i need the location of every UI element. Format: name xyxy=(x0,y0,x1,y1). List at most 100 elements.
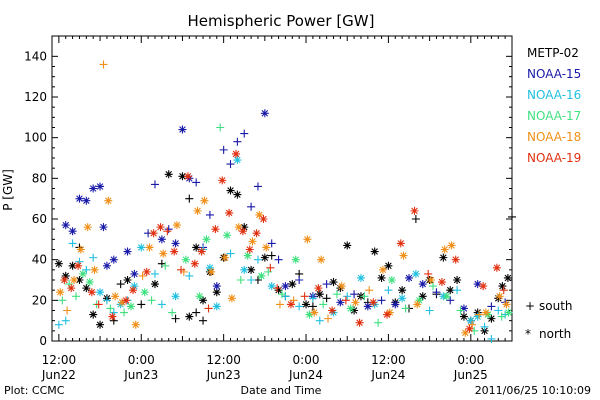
north-point xyxy=(337,282,346,291)
north-point xyxy=(336,298,345,307)
north-point xyxy=(305,310,314,319)
north-point xyxy=(223,231,232,240)
north-point xyxy=(259,215,268,223)
south-point xyxy=(253,255,262,264)
south-point xyxy=(267,251,276,260)
south-point xyxy=(499,286,508,295)
north-point xyxy=(396,239,405,248)
north-point xyxy=(126,302,135,311)
north-point xyxy=(459,304,468,313)
north-point xyxy=(257,271,266,280)
north-point xyxy=(415,296,424,305)
north-point xyxy=(487,314,496,323)
x-tick-date: Jun23 xyxy=(123,368,158,382)
north-point xyxy=(199,296,208,305)
north-point xyxy=(118,298,127,307)
north-point xyxy=(291,255,300,264)
north-point xyxy=(440,245,449,254)
north-point xyxy=(171,292,180,301)
north-point xyxy=(370,247,379,256)
north-point xyxy=(418,292,427,301)
north-point xyxy=(232,149,240,158)
north-point xyxy=(123,247,132,256)
north-point xyxy=(83,223,92,232)
south-point xyxy=(487,302,496,311)
south-point xyxy=(199,316,208,325)
north-point xyxy=(89,184,98,193)
south-point xyxy=(281,292,290,301)
south-point xyxy=(401,304,410,313)
north-point xyxy=(150,280,159,289)
south-point xyxy=(324,314,332,323)
legend-noaa-18: NOAA-18 xyxy=(527,130,581,144)
y-tick-label: 80 xyxy=(32,171,47,185)
north-point xyxy=(123,276,132,284)
north-point xyxy=(181,255,190,264)
north-point xyxy=(238,227,247,236)
south-point xyxy=(319,300,328,309)
south-point xyxy=(264,267,273,276)
x-tick-date: Jun22 xyxy=(41,368,76,382)
north-point xyxy=(355,318,364,327)
north-point xyxy=(142,267,151,276)
north-point xyxy=(108,312,117,321)
x-tick-date: Jun25 xyxy=(453,368,488,382)
legend-metp-02: METP-02 xyxy=(527,46,579,60)
north-point xyxy=(442,292,451,301)
north-point xyxy=(473,280,482,289)
north-point xyxy=(68,227,77,236)
south-point xyxy=(204,304,213,313)
south-point xyxy=(102,296,111,305)
marker-symbol-north: * xyxy=(525,327,531,341)
north-point xyxy=(447,241,456,250)
north-point xyxy=(96,288,105,297)
north-point xyxy=(383,310,392,319)
y-axis-label: P [GW] xyxy=(1,169,15,211)
north-point xyxy=(225,208,234,217)
north-point xyxy=(369,298,378,307)
north-point xyxy=(218,176,227,185)
south-point xyxy=(138,271,147,280)
north-point xyxy=(170,247,179,256)
north-point xyxy=(233,190,242,199)
north-point xyxy=(156,223,165,232)
north-point xyxy=(207,267,216,276)
north-point xyxy=(479,282,488,291)
north-point xyxy=(212,288,221,297)
north-point xyxy=(75,276,84,284)
north-point xyxy=(69,276,78,284)
north-point xyxy=(437,278,446,287)
north-point xyxy=(192,243,201,252)
north-point xyxy=(234,223,243,232)
north-point xyxy=(233,156,242,165)
south-point xyxy=(177,265,186,274)
south-point xyxy=(365,286,374,295)
north-point xyxy=(247,265,256,274)
north-point xyxy=(303,235,312,244)
north-point xyxy=(145,243,154,252)
south-point xyxy=(192,308,201,317)
south-point xyxy=(456,306,465,315)
y-tick-label: 120 xyxy=(24,90,47,104)
north-point xyxy=(343,241,352,250)
north-point xyxy=(411,269,420,278)
north-point xyxy=(502,300,511,309)
north-point xyxy=(102,261,111,270)
north-point xyxy=(503,273,512,282)
north-point xyxy=(495,292,504,301)
south-point xyxy=(185,271,194,280)
north-point xyxy=(248,237,257,246)
x-axis: 12:00Jun220:00Jun2312:00Jun230:00Jun2412… xyxy=(41,36,506,382)
south-point xyxy=(275,300,284,309)
north-point xyxy=(74,261,83,270)
north-point xyxy=(56,288,65,297)
south-point xyxy=(150,269,159,278)
south-point xyxy=(147,296,156,305)
x-tick-date: Jun24 xyxy=(370,368,405,382)
south-point xyxy=(295,302,304,311)
x-tick-time: 0:00 xyxy=(293,353,320,367)
north-point xyxy=(480,326,489,335)
x-tick-time: 0:00 xyxy=(457,353,484,367)
south-point xyxy=(72,292,81,301)
north-point xyxy=(82,196,91,205)
